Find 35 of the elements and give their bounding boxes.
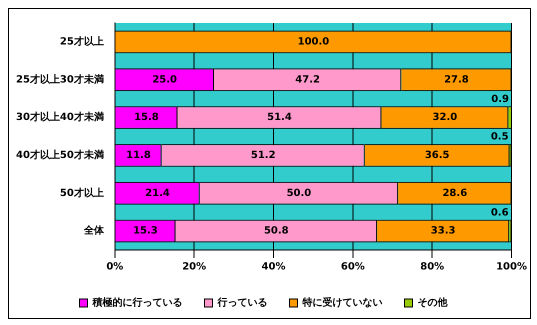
x-tick-label: 40% — [262, 262, 286, 273]
y-tick-label: 25才以上 — [60, 36, 104, 48]
data-label: 50.0 — [286, 188, 312, 199]
x-tick-label: 20% — [182, 262, 206, 273]
data-label: 100.0 — [298, 36, 330, 48]
legend-label: その他 — [418, 296, 448, 309]
data-label: 0.6 — [490, 207, 509, 218]
y-tick-label: 30才以上40才未満 — [16, 111, 104, 124]
data-label: 47.2 — [295, 74, 320, 86]
data-label: 32.0 — [432, 112, 458, 124]
data-label: 0.9 — [491, 94, 509, 105]
data-label: 33.3 — [430, 226, 456, 237]
y-tick-label: 全体 — [82, 224, 105, 237]
data-label: 28.6 — [442, 188, 468, 199]
x-tick-label: 60% — [340, 262, 365, 273]
x-tick-label: 80% — [420, 262, 444, 273]
data-label: 15.8 — [134, 112, 159, 124]
legend-label: 行っている — [216, 296, 268, 309]
data-label: 50.8 — [264, 226, 289, 237]
data-label: 11.8 — [126, 150, 151, 162]
data-label: 0.5 — [490, 132, 509, 143]
y-tick-label: 25才以上30才未満 — [16, 73, 104, 86]
legend-label: 特に受けていない — [302, 296, 382, 309]
x-tick-label: 0% — [106, 262, 124, 273]
data-label: 25.0 — [152, 74, 178, 86]
data-label: 15.3 — [133, 226, 158, 237]
data-label: 51.4 — [267, 112, 292, 124]
x-tick-label: 100% — [496, 262, 528, 273]
legend-label: 積極的に行っている — [92, 296, 182, 309]
data-label: 21.4 — [145, 188, 170, 199]
data-label: 36.5 — [424, 150, 450, 162]
y-tick-label: 40才以上50才未満 — [16, 149, 104, 162]
y-tick-label: 50才以上 — [60, 186, 104, 199]
data-label: 27.8 — [444, 74, 469, 86]
data-label: 51.2 — [250, 150, 276, 162]
